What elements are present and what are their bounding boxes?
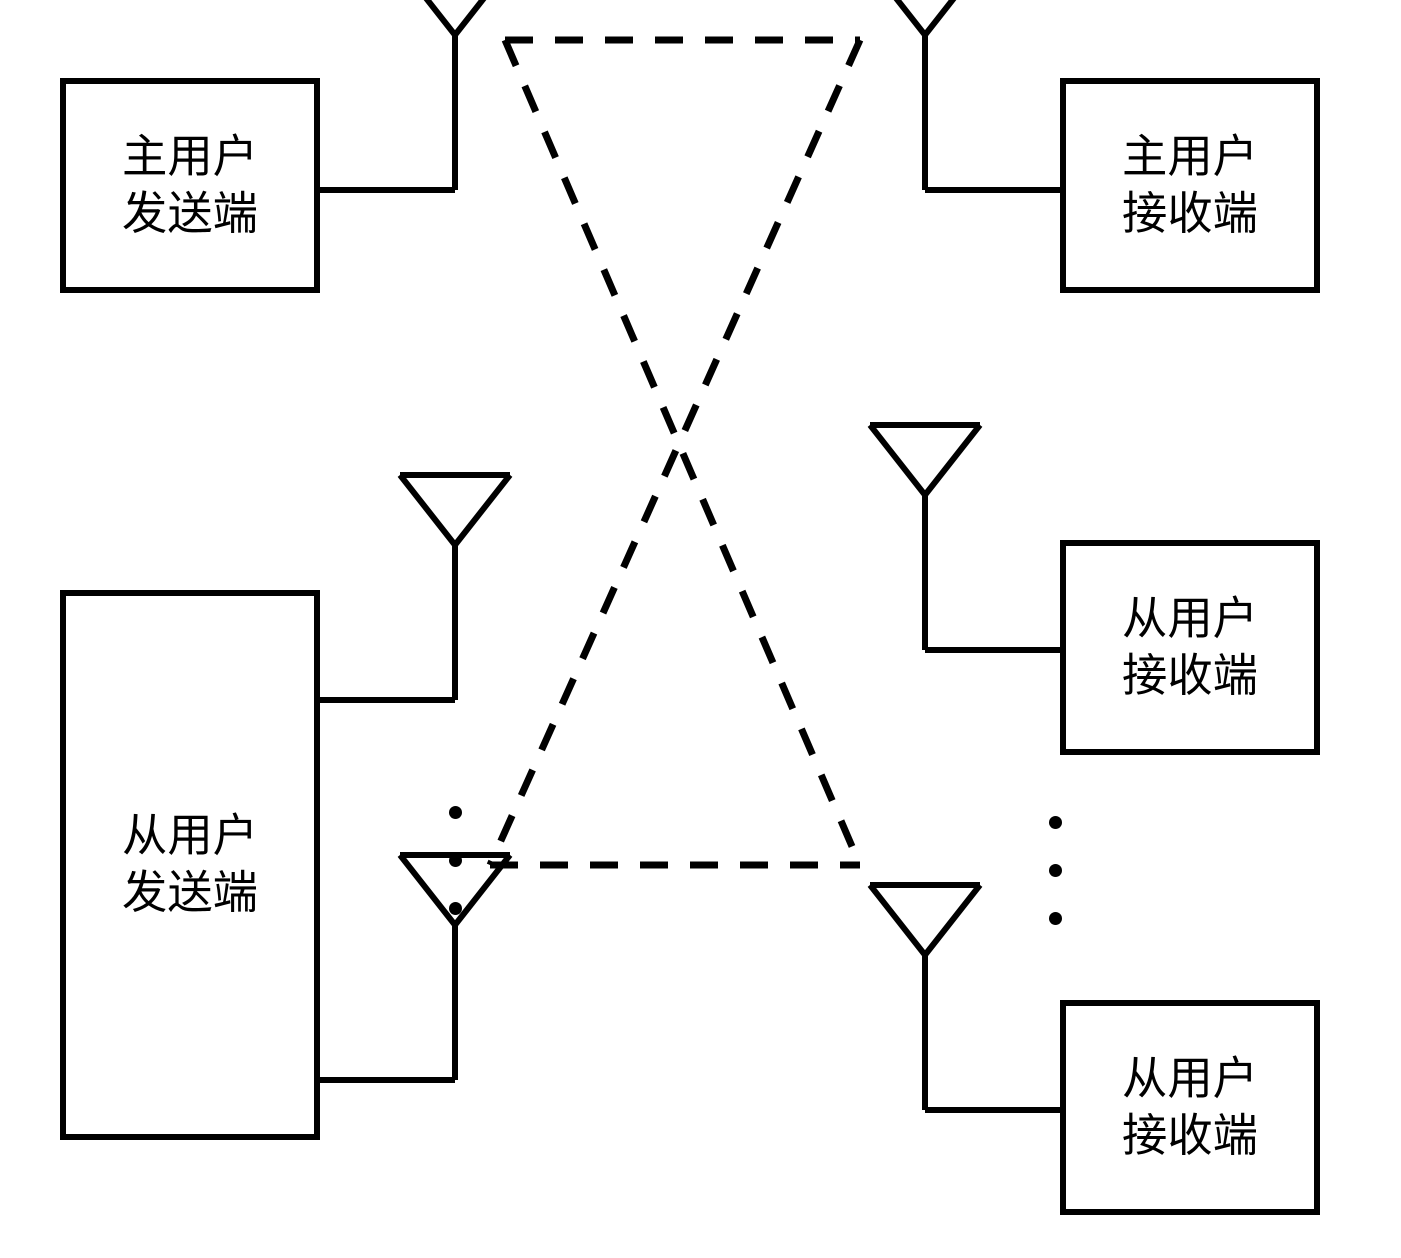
- primary-user-receiver-label: 主用户 接收端: [1122, 129, 1258, 242]
- secondary-user-receiver-2-label: 从用户 接收端: [1122, 1051, 1258, 1164]
- secondary-user-transmitter-label: 从用户 发送端: [122, 808, 258, 921]
- ellipsis-dot: [449, 902, 462, 915]
- secondary-user-receiver-1-label: 从用户 接收端: [1122, 591, 1258, 704]
- ellipsis-dot: [449, 806, 462, 819]
- secondary-user-receiver-1-box: 从用户 接收端: [1060, 540, 1320, 755]
- ellipsis-dot: [1049, 816, 1062, 829]
- secondary-user-receiver-2-box: 从用户 接收端: [1060, 1000, 1320, 1215]
- left-antenna-ellipsis: [449, 806, 462, 915]
- ellipsis-dot: [449, 854, 462, 867]
- secondary-user-transmitter-box: 从用户 发送端: [60, 590, 320, 1140]
- ellipsis-dot: [1049, 864, 1062, 877]
- primary-user-transmitter-label: 主用户 发送端: [122, 129, 258, 242]
- primary-user-receiver-box: 主用户 接收端: [1060, 78, 1320, 293]
- primary-user-transmitter-box: 主用户 发送端: [60, 78, 320, 293]
- right-receiver-ellipsis: [1049, 816, 1062, 925]
- ellipsis-dot: [1049, 912, 1062, 925]
- diagram-stage: 主用户 发送端 主用户 接收端 从用户 发送端 从用户 接收端 从用户 接收端: [0, 0, 1401, 1258]
